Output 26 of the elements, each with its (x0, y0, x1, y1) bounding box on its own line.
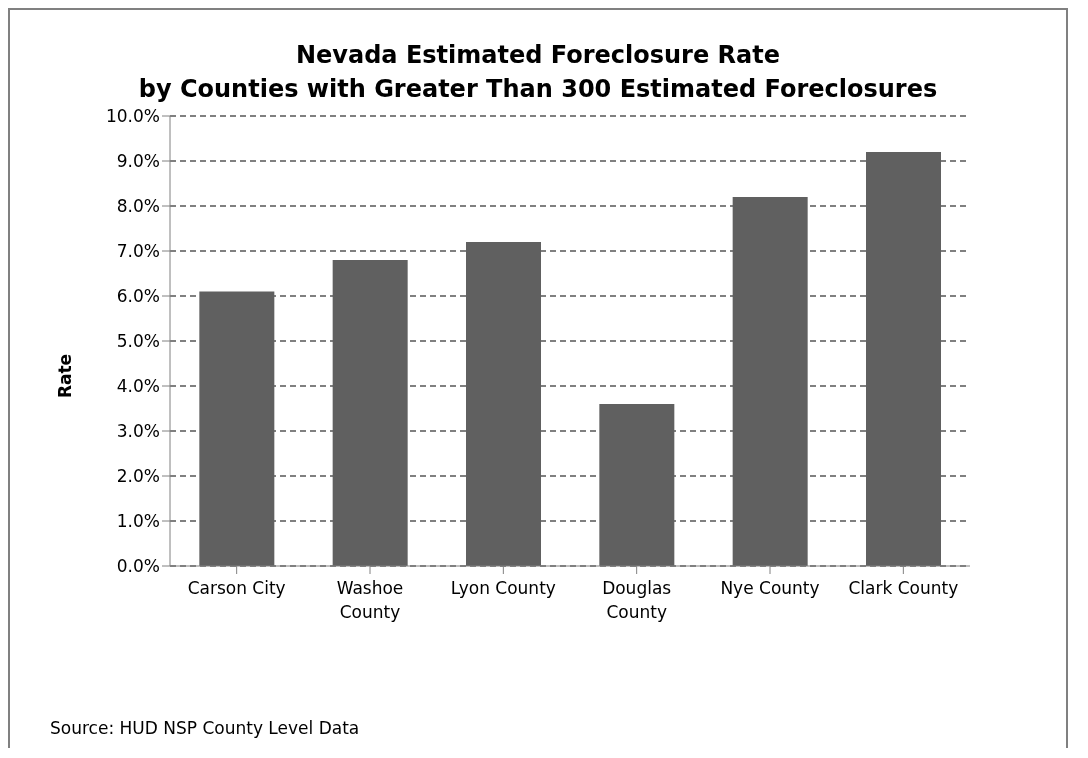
y-tick-label: 1.0% (116, 511, 160, 532)
x-tick-label: Lyon County (450, 578, 556, 598)
y-axis-title: Rate (55, 353, 75, 399)
bar (866, 152, 941, 566)
y-tick-label: 10.0% (105, 106, 160, 127)
y-tick-label: 9.0% (116, 151, 160, 172)
y-tick-label: 0.0% (116, 556, 160, 577)
chart-title: Nevada Estimated Foreclosure Rate by Counties with Greater Than 300 Estimated Foreclosures (137, 40, 939, 105)
y-tick-label: 6.0% (116, 286, 160, 307)
bar (599, 404, 675, 566)
bar (732, 197, 808, 566)
x-tick-label: Clark County (848, 578, 959, 598)
y-tick-label: 3.0% (116, 421, 160, 442)
bar (332, 260, 408, 566)
x-tick-label: Carson City (187, 578, 286, 598)
y-tick-label: 2.0% (116, 466, 160, 487)
bar (466, 242, 541, 566)
y-tick-label: 5.0% (116, 331, 160, 352)
x-tick-label: Nye County (720, 578, 820, 598)
x-tick-label: Douglas County (602, 578, 672, 622)
x-tick-label: Washoe County (336, 578, 404, 622)
y-tick-label: 7.0% (116, 241, 160, 262)
y-tick-label: 8.0% (116, 196, 160, 217)
source-note: Source: HUD NSP County Level Data (50, 718, 360, 738)
bar (199, 291, 275, 566)
y-tick-label: 4.0% (116, 376, 160, 397)
